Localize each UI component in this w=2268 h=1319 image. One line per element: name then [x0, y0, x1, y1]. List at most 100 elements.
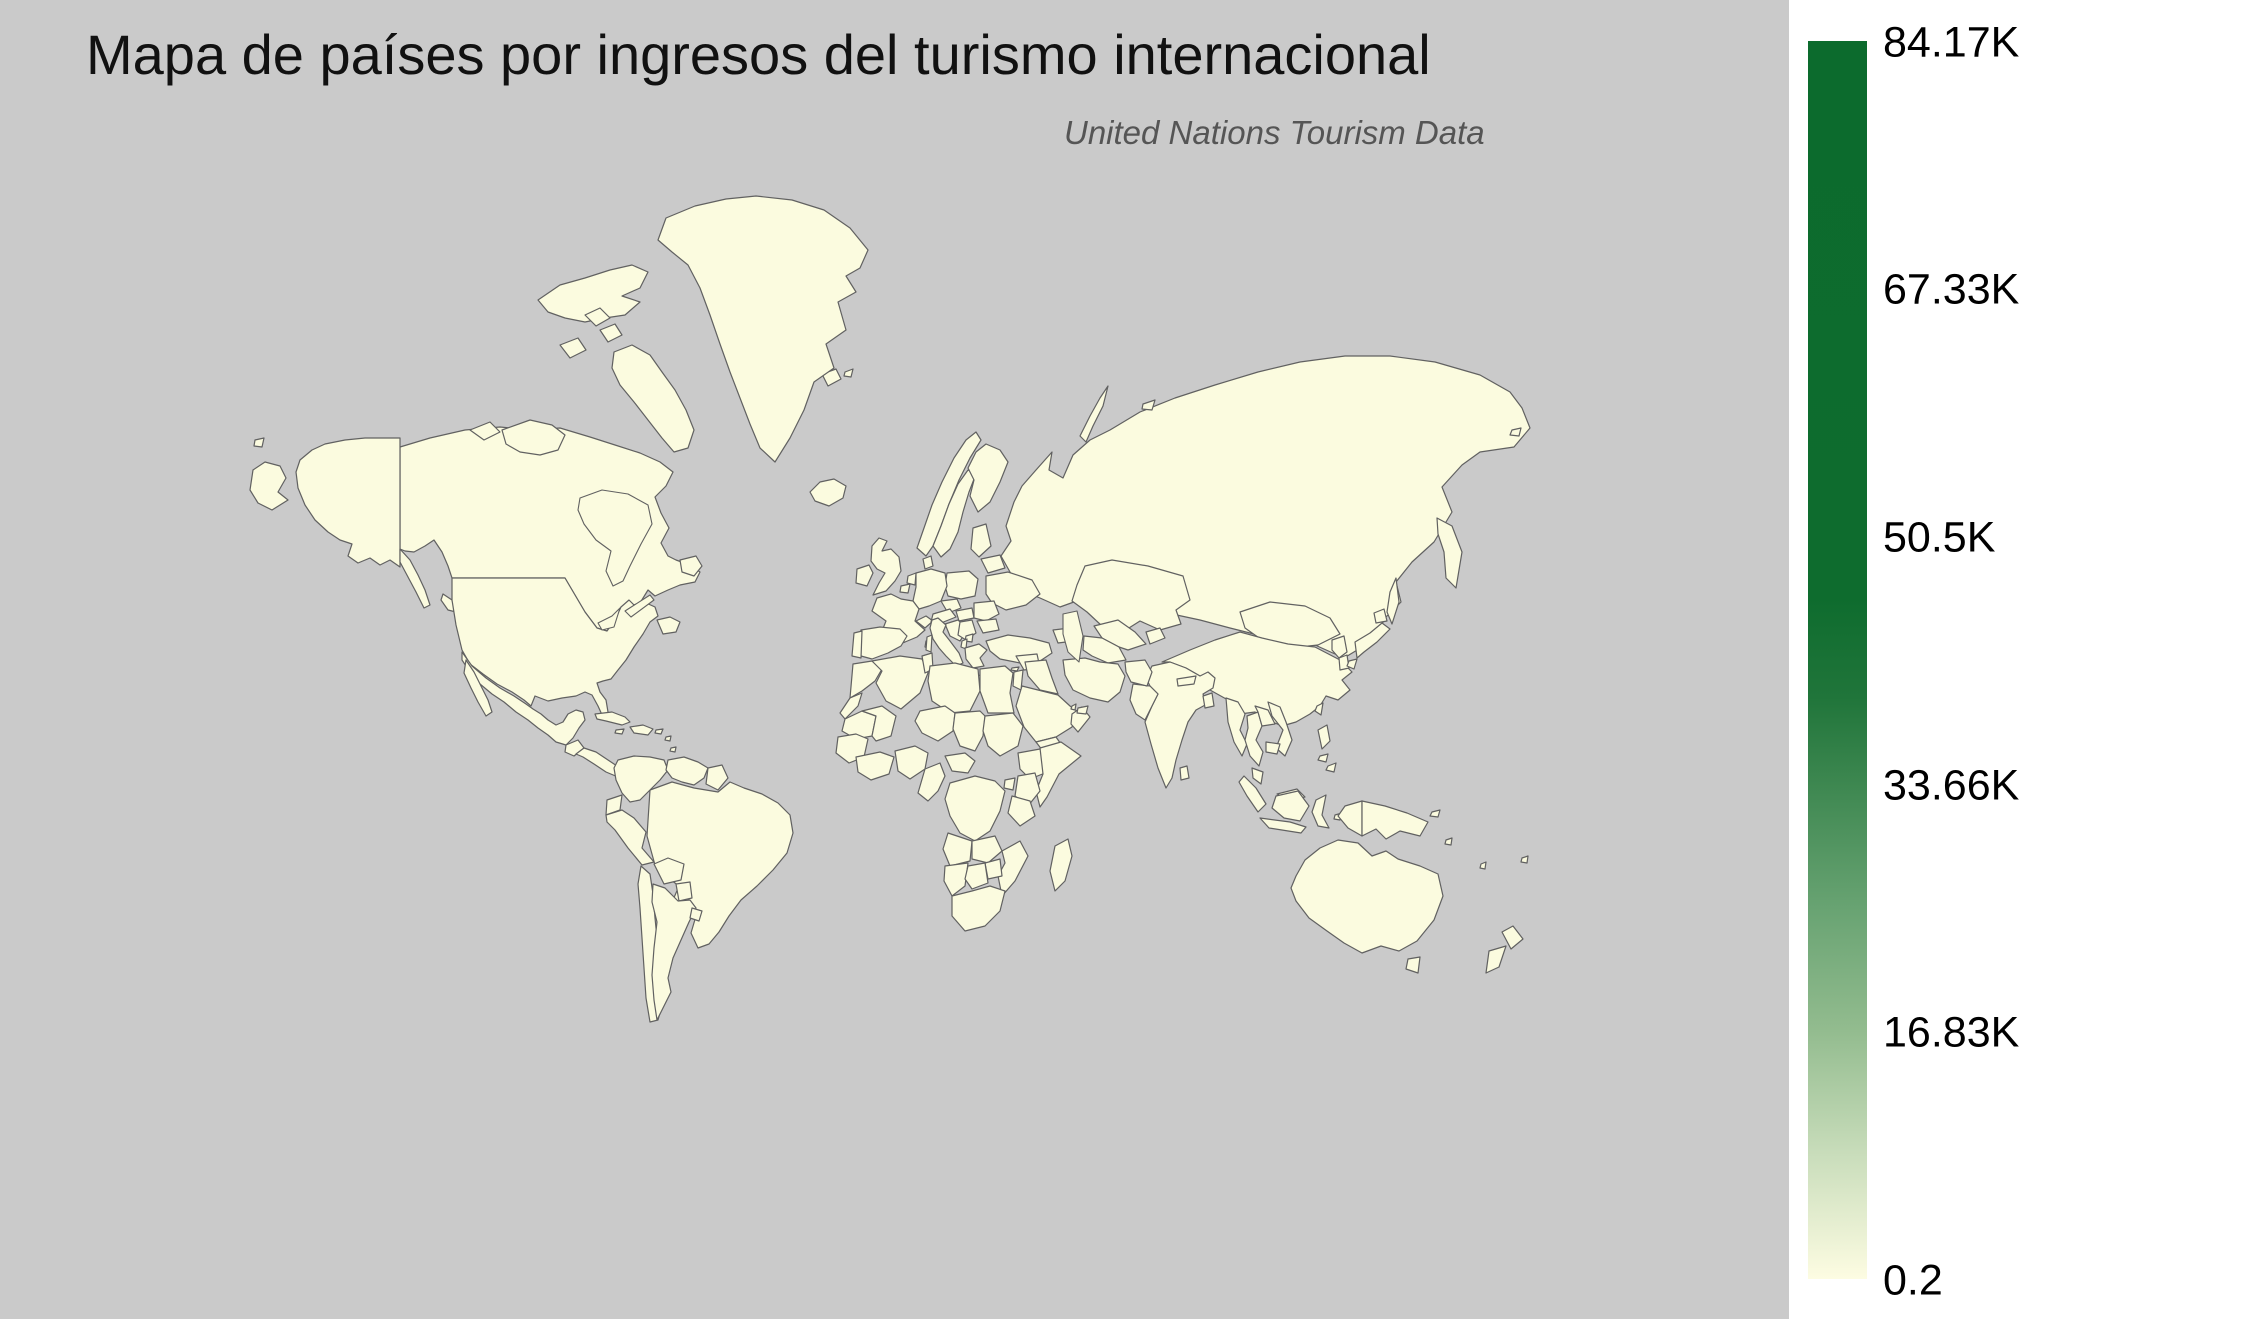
country-central-african-republic[interactable]: [944, 752, 976, 774]
country-china[interactable]: [1161, 631, 1353, 727]
country-laos[interactable]: [1254, 705, 1276, 727]
country-jamaica[interactable]: [614, 728, 625, 735]
country-hispaniola[interactable]: [629, 724, 654, 736]
country-indonesia-borneo[interactable]: [1271, 790, 1310, 822]
country-png-new-britain[interactable]: [1429, 809, 1441, 818]
country-usa-alaska[interactable]: [295, 437, 401, 568]
country-bolivia[interactable]: [653, 857, 685, 885]
country-canada-arctic-2[interactable]: [584, 307, 611, 327]
country-indonesia-sumatra[interactable]: [1238, 775, 1267, 813]
country-greece[interactable]: [964, 643, 988, 669]
country-south-africa[interactable]: [951, 885, 1006, 932]
country-iraq[interactable]: [1024, 659, 1059, 695]
country-russia-chukotka-isle[interactable]: [253, 437, 265, 448]
country-canada-vancouver-island[interactable]: [440, 593, 457, 613]
country-taiwan[interactable]: [1314, 702, 1324, 716]
country-spain[interactable]: [856, 626, 908, 660]
country-mozambique[interactable]: [997, 840, 1029, 897]
country-sweden[interactable]: [932, 469, 977, 558]
country-venezuela[interactable]: [665, 756, 709, 786]
country-philippines-visayas[interactable]: [1317, 753, 1329, 763]
country-nepal[interactable]: [1176, 675, 1197, 687]
country-canada-arctic-3[interactable]: [559, 337, 587, 359]
country-italy-sardinia[interactable]: [925, 634, 933, 653]
country-poland[interactable]: [944, 570, 979, 600]
country-russia-arctic-isle[interactable]: [1141, 399, 1156, 411]
country-tanzania[interactable]: [1007, 795, 1036, 827]
country-new-zealand-north[interactable]: [1501, 925, 1524, 950]
country-somalia[interactable]: [1035, 741, 1082, 808]
country-lesser-antilles-1[interactable]: [664, 735, 672, 742]
country-niger[interactable]: [914, 705, 956, 742]
country-canada-newfoundland[interactable]: [679, 555, 703, 577]
country-philippines-luzon[interactable]: [1317, 724, 1331, 750]
country-netherlands[interactable]: [906, 572, 917, 586]
country-solomon[interactable]: [1444, 837, 1453, 846]
country-canada-victoria-island[interactable]: [501, 419, 566, 456]
country-pakistan[interactable]: [1129, 683, 1159, 721]
country-new-zealand-south[interactable]: [1485, 945, 1507, 974]
country-chad[interactable]: [952, 710, 986, 752]
country-canada-arctic-4[interactable]: [599, 323, 623, 343]
country-cyprus[interactable]: [1010, 666, 1020, 672]
country-mexico-baja[interactable]: [463, 659, 493, 717]
country-greenland[interactable]: [657, 195, 869, 463]
country-japan-kyushu[interactable]: [1346, 658, 1358, 670]
country-cuba[interactable]: [594, 711, 631, 726]
country-germany[interactable]: [912, 568, 948, 610]
country-canada-arctic-1[interactable]: [469, 421, 501, 441]
country-finland[interactable]: [967, 443, 1009, 513]
country-portugal[interactable]: [851, 630, 863, 659]
country-western-sahara[interactable]: [839, 692, 863, 720]
country-cameroon-gabon[interactable]: [917, 762, 946, 802]
country-peru[interactable]: [605, 809, 655, 866]
country-ireland[interactable]: [855, 564, 874, 587]
country-belarus[interactable]: [980, 554, 1006, 574]
country-north-korea[interactable]: [1331, 635, 1348, 659]
country-cote-divoire-ghana[interactable]: [855, 751, 895, 781]
country-czechia[interactable]: [940, 598, 962, 614]
country-canada-nova-scotia[interactable]: [656, 616, 681, 635]
country-angola[interactable]: [942, 832, 973, 867]
country-iran[interactable]: [1062, 657, 1126, 703]
country-russia-kamchatka[interactable]: [1436, 517, 1463, 589]
country-libya[interactable]: [927, 662, 981, 714]
country-egypt[interactable]: [979, 665, 1015, 714]
country-romania[interactable]: [973, 600, 1000, 622]
country-namibia[interactable]: [943, 862, 969, 897]
country-dr-congo[interactable]: [944, 775, 1006, 842]
country-colombia[interactable]: [613, 755, 669, 803]
country-puerto-rico[interactable]: [654, 728, 664, 735]
country-ukraine[interactable]: [985, 571, 1041, 611]
country-zambia[interactable]: [971, 835, 1003, 864]
country-qatar[interactable]: [1070, 703, 1077, 711]
country-guyanas[interactable]: [705, 764, 729, 791]
country-indonesia-sulawesi[interactable]: [1311, 794, 1330, 829]
country-botswana[interactable]: [964, 862, 989, 890]
country-russia-sakhalin[interactable]: [1386, 577, 1400, 625]
country-paraguay[interactable]: [675, 881, 693, 902]
country-philippines-mindanao[interactable]: [1325, 762, 1337, 773]
country-kyrgyzstan-tajikistan[interactable]: [1145, 627, 1166, 645]
country-turkmenistan[interactable]: [1082, 635, 1127, 664]
country-saudi-arabia[interactable]: [1015, 685, 1079, 743]
country-australia[interactable]: [1290, 839, 1444, 954]
country-uae[interactable]: [1076, 705, 1089, 715]
country-bulgaria[interactable]: [976, 618, 1000, 634]
country-belgium[interactable]: [899, 583, 911, 594]
country-denmark[interactable]: [922, 555, 934, 570]
country-canada-ellesmere[interactable]: [537, 264, 649, 323]
country-russia-chukotka[interactable]: [249, 461, 289, 511]
country-australia-tasmania[interactable]: [1405, 956, 1421, 974]
country-mali[interactable]: [861, 705, 897, 742]
country-indonesia-papua[interactable]: [1337, 800, 1363, 837]
world-map[interactable]: [0, 130, 1789, 1319]
country-pacific-fiji[interactable]: [1520, 855, 1529, 864]
country-russia-novaya-zemlya[interactable]: [1079, 385, 1109, 443]
country-indonesia-java[interactable]: [1259, 817, 1307, 834]
country-madagascar[interactable]: [1049, 838, 1073, 892]
country-uk[interactable]: [870, 537, 902, 596]
country-cambodia[interactable]: [1265, 741, 1281, 755]
country-baltic-states[interactable]: [970, 523, 992, 558]
country-japan-hokkaido[interactable]: [1373, 608, 1388, 624]
